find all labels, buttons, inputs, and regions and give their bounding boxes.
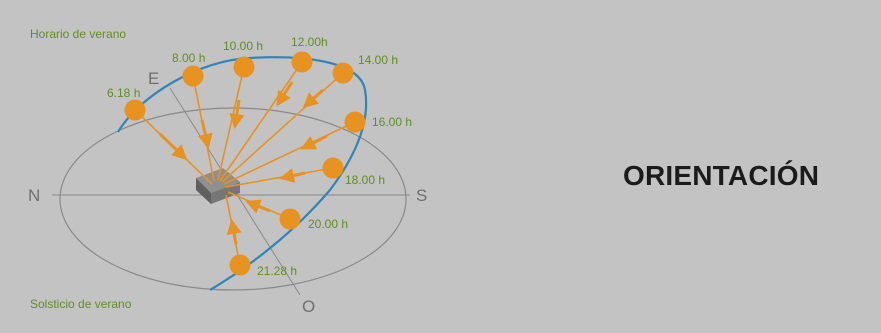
sun-20-00: [279, 208, 301, 230]
arrow-10-00: [229, 99, 245, 129]
arrow-14-00: [302, 88, 324, 108]
sun-label-21-28: 21.28 h: [257, 264, 297, 278]
sun-21-28: [229, 254, 251, 276]
ray-18-00: [225, 167, 334, 188]
caption-top: Horario de verano: [30, 27, 126, 41]
arrow-18-00: [279, 168, 306, 183]
sun-label-10-00: 10.00 h: [223, 39, 263, 53]
sun-12-00: [291, 51, 313, 73]
sun-label-14-00: 14.00 h: [358, 53, 398, 67]
sun-label-16-00: 16.00 h: [372, 115, 412, 129]
compass-south: S: [416, 186, 427, 205]
sun-path-diagram: 6.18 h 8.00 h 10.00 h 12.00h 14.00 h 16.…: [28, 27, 427, 316]
arrow-20-00: [245, 199, 271, 214]
ray-10-00: [217, 66, 245, 181]
ray-arrowheads: [158, 81, 328, 245]
ray-16-00: [223, 121, 356, 185]
sun-label-18-00: 18.00 h: [345, 173, 385, 187]
arrow-12-00: [276, 81, 294, 107]
horizon-ellipse: [59, 107, 407, 291]
sun-18-00: [322, 157, 344, 179]
sun-8-00: [182, 65, 204, 87]
arrow-8-00: [197, 119, 213, 149]
compass-west: O: [302, 297, 315, 316]
compass-east: E: [148, 69, 159, 88]
sun-16-00: [344, 111, 366, 133]
sun-label-8-00: 8.00 h: [172, 51, 205, 65]
ray-12-00: [219, 61, 303, 182]
caption-bottom: Solsticio de verano: [30, 297, 132, 311]
arrow-16-00: [300, 134, 328, 150]
slide-title: ORIENTACIÓN: [623, 160, 820, 191]
compass-north: N: [28, 186, 40, 205]
building: [196, 168, 240, 204]
arrow-6-18: [158, 132, 188, 161]
sun-10-00: [233, 56, 255, 78]
sun-label-20-00: 20.00 h: [308, 217, 348, 231]
arrow-21-28: [226, 219, 242, 245]
sun-14-00: [332, 62, 354, 84]
sun-label-6-18: 6.18 h: [107, 86, 140, 100]
sun-6-18: [124, 99, 146, 121]
sun-label-12-00: 12.00h: [291, 35, 328, 49]
